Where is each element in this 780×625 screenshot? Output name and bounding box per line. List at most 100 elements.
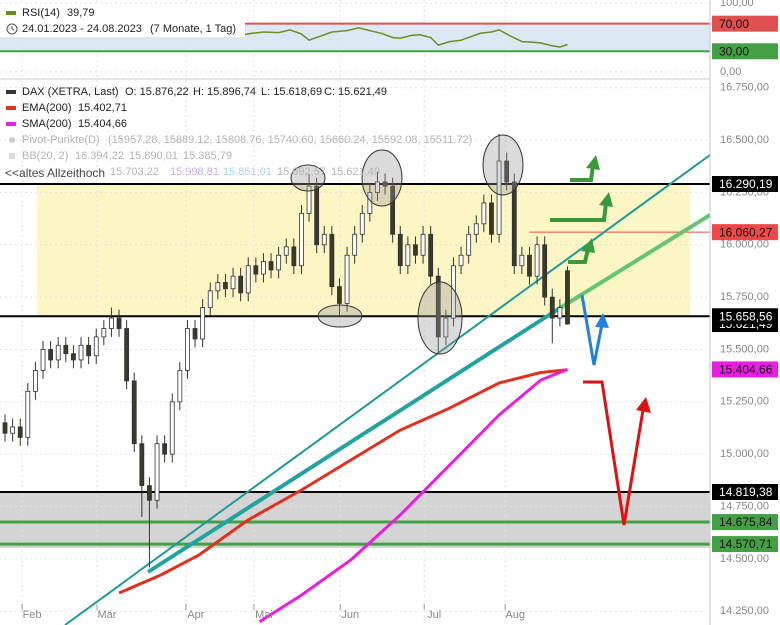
x-tick-label: Feb xyxy=(23,609,42,621)
candle-body xyxy=(185,328,190,371)
arrow-head xyxy=(595,313,609,328)
candle-body xyxy=(542,244,548,298)
candle-body xyxy=(428,233,434,277)
candle-body xyxy=(55,344,61,361)
level-box xyxy=(712,43,778,60)
legend-label: BB(20, 2) xyxy=(22,150,68,162)
candle-body xyxy=(268,261,274,271)
candle-body xyxy=(245,265,251,294)
y-tick-label: 15.500,00 xyxy=(720,343,769,355)
candle-body xyxy=(443,317,449,338)
candle-body xyxy=(154,443,160,501)
candle-body xyxy=(25,390,31,438)
candle-body xyxy=(291,246,297,267)
x-tick-label: Jun xyxy=(341,609,359,621)
candle-body xyxy=(48,349,54,361)
y-tick-label: 15.000,00 xyxy=(720,448,769,460)
candle-body xyxy=(223,282,228,290)
y-tick-label: 16.500,00 xyxy=(720,134,769,146)
candle-body xyxy=(71,353,76,361)
candle-body xyxy=(496,160,502,235)
arrow-head xyxy=(586,155,600,170)
candle-body xyxy=(435,275,441,338)
trend-line xyxy=(146,306,562,574)
candle-body xyxy=(238,275,244,294)
series-layer xyxy=(240,27,568,48)
duration: (7 Monate, 1 Tag) xyxy=(150,23,236,35)
candle-body xyxy=(458,254,464,267)
legend-background xyxy=(0,4,245,37)
candle-body xyxy=(200,307,206,340)
legend-value: (15957.28, 15889.12, 15808.76, 15740.60,… xyxy=(108,134,472,146)
candle-body xyxy=(93,336,99,357)
y-tick-label: 16.000,00 xyxy=(720,239,769,251)
highlight-ellipse xyxy=(417,281,463,355)
series-layer xyxy=(2,133,570,623)
arrow-head xyxy=(636,397,651,413)
candle-body xyxy=(549,296,555,319)
candle-body xyxy=(489,202,494,235)
level-label: 30,00 xyxy=(719,44,749,58)
highlight-ellipse xyxy=(361,149,403,207)
candle-body xyxy=(169,401,175,455)
highlight-ellipse xyxy=(317,304,363,328)
candle-body xyxy=(344,254,350,304)
ohlc-label: C: 15.621,49 xyxy=(324,86,387,98)
arrow-head xyxy=(581,238,595,253)
legend-value: 15.851,01 xyxy=(223,166,272,178)
level-box xyxy=(712,15,778,32)
legend-marker xyxy=(6,122,16,126)
level-box xyxy=(712,536,778,553)
candle-body xyxy=(405,244,411,267)
level-label: 15.658,56 xyxy=(719,309,773,323)
legend-value: 15.692,57 xyxy=(277,166,326,178)
candle-body xyxy=(413,244,418,256)
candle-body xyxy=(420,233,426,256)
candle-body xyxy=(230,275,236,290)
candle-body xyxy=(207,290,213,308)
candle-body xyxy=(329,233,335,288)
arrow xyxy=(568,248,590,264)
candle-body xyxy=(557,307,563,319)
candle-body xyxy=(367,192,373,214)
trend-line xyxy=(558,213,710,310)
level-box xyxy=(712,514,778,531)
candle-body xyxy=(306,185,312,214)
level-box xyxy=(712,483,778,500)
series-line xyxy=(118,368,568,595)
legend-label: SMA(200) xyxy=(22,118,72,130)
candle-body xyxy=(147,485,152,501)
series-line xyxy=(258,368,569,623)
level-box xyxy=(712,224,778,241)
x-tick-label: Mär xyxy=(98,609,117,621)
candle-body xyxy=(299,212,304,267)
candle-body xyxy=(139,443,145,486)
y-tick-label: 16.750,00 xyxy=(720,82,769,94)
grid-layer xyxy=(0,0,710,625)
candle-body xyxy=(466,233,472,256)
legend-value: 15.621,49 xyxy=(331,166,380,178)
candle-body xyxy=(375,181,380,193)
legend-label: RSI(14) xyxy=(22,7,60,19)
candle-body xyxy=(390,185,396,235)
candle-body xyxy=(321,233,327,246)
legend-value: 15.998,81 xyxy=(170,166,219,178)
candle-body xyxy=(527,254,532,277)
legend-marker xyxy=(9,137,15,143)
clock-hand xyxy=(11,26,15,31)
candle-body xyxy=(192,328,198,340)
candle-body xyxy=(382,181,388,187)
axis-layer: 100,00 0,00 70,00 30,00 16.750,00 16.500,00 16… xyxy=(21,0,778,621)
level-label: 14.570,71 xyxy=(719,537,773,551)
level-box xyxy=(712,308,778,325)
legend-value: 15.703,22 xyxy=(110,166,159,178)
y-tick-label: 15.250,00 xyxy=(720,396,769,408)
level-layer xyxy=(0,22,710,546)
candle-body xyxy=(261,261,266,275)
candle-body xyxy=(177,370,183,403)
legend-value: 16.394,22 xyxy=(75,150,124,162)
candle-body xyxy=(519,254,525,267)
zone xyxy=(0,491,710,548)
ohlc-label: O: 15.876,22 xyxy=(125,86,189,98)
arrow xyxy=(583,380,645,526)
